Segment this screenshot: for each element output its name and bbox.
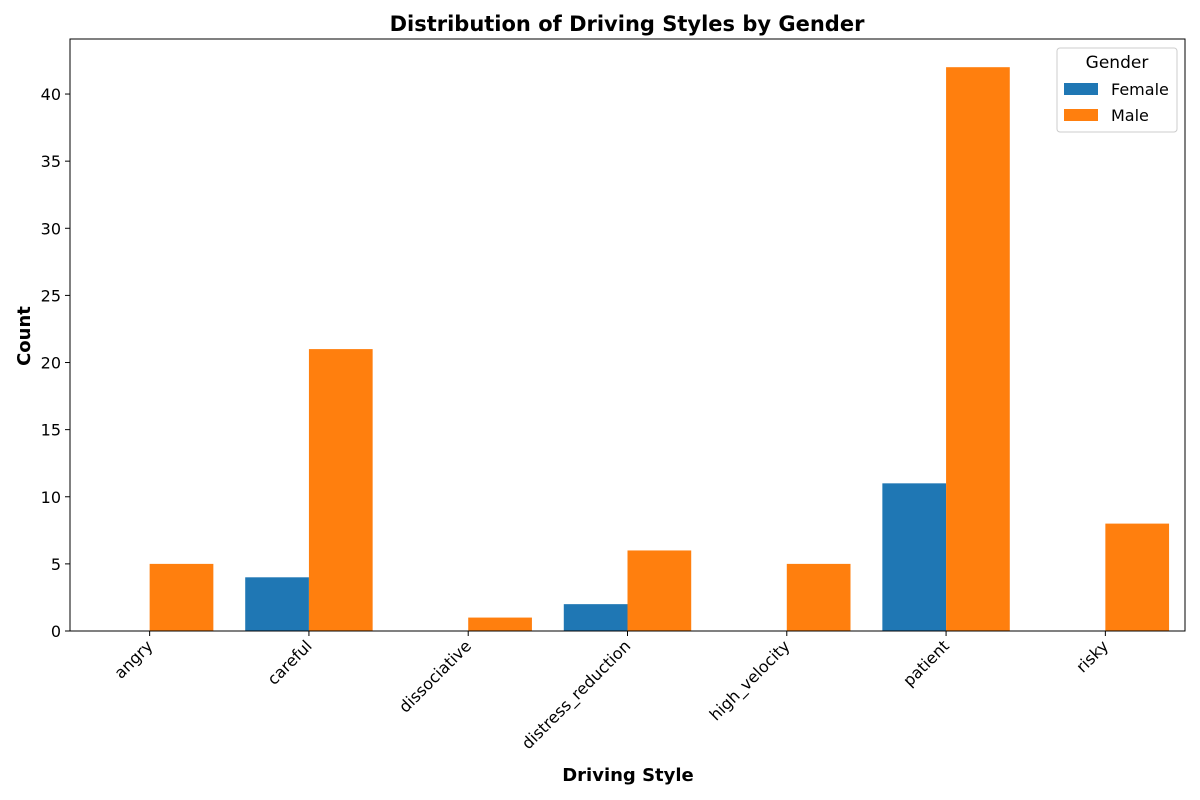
x-axis: angry careful dissociative distress_reducti…: [110, 631, 1112, 754]
bar-male-dissociative: [468, 617, 532, 631]
x-axis-label: Driving Style: [562, 765, 694, 786]
bar-male-angry: [149, 563, 214, 631]
legend-swatch-male: [1064, 109, 1098, 121]
x-tick-label: dissociative: [395, 636, 475, 716]
bar-female-distress_reduction: [563, 604, 628, 631]
y-axis-label: Count: [14, 306, 35, 366]
y-tick-label: 10: [41, 488, 61, 507]
plot-frame: [69, 38, 1186, 632]
y-tick-label: 15: [41, 421, 61, 440]
x-tick-label: high_velocity: [706, 636, 795, 725]
y-tick-label: 0: [51, 622, 61, 641]
legend: Gender Female Male: [1056, 47, 1178, 133]
x-tick-label: patient: [899, 636, 953, 690]
y-tick-label: 25: [41, 286, 61, 305]
x-tick-label: angry: [110, 636, 156, 682]
plot-area: [69, 38, 1186, 632]
x-tick-label: careful: [264, 636, 316, 688]
bar-male-patient: [946, 67, 1010, 631]
bar-female-patient: [882, 483, 947, 631]
y-tick-label: 20: [41, 354, 61, 373]
bar-male-careful: [308, 349, 373, 631]
x-tick-label: distress_reduction: [518, 636, 635, 753]
bar-male-distress_reduction: [627, 550, 692, 631]
bar-male-risky: [1105, 523, 1170, 631]
x-tick-label: risky: [1072, 636, 1112, 676]
legend-title: Gender: [1086, 53, 1149, 73]
bar-female-careful: [245, 577, 309, 631]
y-tick-label: 40: [41, 85, 61, 104]
chart-title: Distribution of Driving Styles by Gender: [390, 12, 866, 36]
y-tick-label: 30: [41, 219, 61, 238]
y-tick-label: 5: [51, 555, 61, 574]
legend-label-female: Female: [1111, 80, 1169, 99]
bar-male-high_velocity: [786, 563, 851, 631]
y-axis: 0 5 10 15 20 25 30 35 40: [41, 85, 70, 641]
y-tick-label: 35: [41, 152, 61, 171]
legend-swatch-female: [1064, 83, 1098, 95]
legend-label-male: Male: [1111, 106, 1149, 125]
